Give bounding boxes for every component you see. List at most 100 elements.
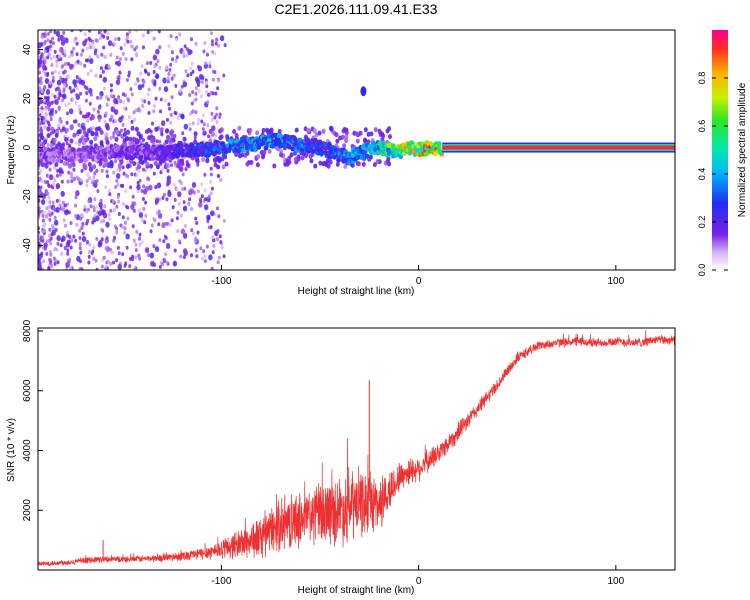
heatmap-noise-cell bbox=[90, 114, 95, 120]
heatmap-noise-cell bbox=[134, 126, 139, 132]
heatmap-noise-cell bbox=[72, 132, 77, 138]
heatmap-noise-cell bbox=[196, 230, 200, 235]
heatmap-ridge-cell bbox=[83, 158, 88, 163]
heatmap-noise-cell bbox=[46, 143, 50, 147]
heatmap-noise-cell bbox=[186, 73, 190, 78]
heatmap-noise-cell bbox=[89, 45, 93, 50]
heatmap-noise-cell bbox=[205, 158, 210, 164]
heatmap-noise-cell bbox=[140, 98, 144, 103]
heatmap-noise-cell bbox=[182, 50, 186, 55]
heatmap-noise-cell bbox=[209, 172, 213, 177]
heatmap-noise-cell bbox=[115, 178, 119, 183]
heatmap-noise-cell bbox=[70, 238, 74, 243]
heatmap-noise-cell bbox=[163, 234, 167, 239]
heatmap-noise-cell bbox=[373, 127, 378, 133]
heatmap-noise-cell bbox=[98, 201, 103, 208]
heatmap-noise-cell bbox=[134, 242, 138, 247]
heatmap-noise-cell bbox=[136, 184, 141, 191]
heatmap-noise-cell bbox=[182, 205, 188, 212]
heatmap-noise-cell bbox=[301, 151, 306, 157]
heatmap-x-label: Height of straight line (km) bbox=[298, 286, 415, 297]
heatmap-noise-cell bbox=[99, 90, 104, 97]
heatmap-noise-cell bbox=[129, 185, 133, 190]
heatmap-noise-cell bbox=[201, 127, 205, 132]
heatmap-noise-cell bbox=[121, 122, 125, 127]
heatmap-noise-cell bbox=[117, 251, 121, 256]
heatmap-noise-cell bbox=[142, 184, 146, 189]
heatmap-noise-cell bbox=[51, 200, 55, 205]
heatmap-noise-cell bbox=[175, 55, 179, 60]
heatmap-noise-cell bbox=[128, 30, 132, 34]
heatmap-noise-cell bbox=[116, 182, 120, 187]
heatmap-noise-cell bbox=[38, 261, 42, 266]
heatmap-noise-cell bbox=[193, 238, 197, 243]
heatmap-noise-cell bbox=[88, 176, 92, 181]
heatmap-noise-cell bbox=[126, 174, 130, 179]
heatmap-noise-cell bbox=[84, 38, 88, 43]
heatmap-noise-cell bbox=[65, 141, 69, 146]
heatmap-noise-cell bbox=[210, 266, 214, 270]
heatmap-noise-cell bbox=[50, 71, 54, 76]
heatmap-noise-cell bbox=[309, 158, 314, 164]
heatmap-noise-cell bbox=[45, 239, 49, 244]
heatmap-noise-cell bbox=[119, 99, 123, 104]
heatmap-noise-cell bbox=[58, 203, 62, 208]
heatmap-noise-cell bbox=[128, 115, 132, 120]
heatmap-noise-cell bbox=[131, 44, 135, 49]
heatmap-noise-cell bbox=[164, 139, 169, 145]
heatmap-noise-cell bbox=[155, 48, 160, 55]
heatmap-noise-cell bbox=[95, 236, 99, 241]
heatmap-noise-cell bbox=[86, 71, 90, 76]
heatmap-noise-cell bbox=[50, 100, 54, 105]
heatmap-noise-cell bbox=[79, 259, 82, 264]
heatmap-noise-cell bbox=[94, 258, 98, 263]
heatmap-noise-cell bbox=[157, 212, 163, 219]
heatmap-noise-cell bbox=[180, 228, 186, 235]
heatmap-noise-cell bbox=[51, 223, 54, 228]
heatmap-noise-cell bbox=[168, 106, 171, 111]
heatmap-noise-cell bbox=[99, 206, 103, 210]
heatmap-noise-cell bbox=[179, 181, 183, 185]
heatmap-noise-cell bbox=[116, 195, 120, 199]
heatmap-noise-cell bbox=[142, 45, 145, 50]
heatmap-noise-cell bbox=[95, 168, 99, 173]
heatmap-noise-cell bbox=[105, 236, 109, 241]
heatmap-noise-cell bbox=[134, 137, 139, 143]
heatmap-noise-cell bbox=[162, 257, 166, 262]
heatmap-noise-cell bbox=[167, 102, 171, 107]
heatmap-noise-cell bbox=[338, 135, 343, 141]
heatmap-noise-cell bbox=[60, 190, 65, 197]
heatmap-noise-cell bbox=[57, 70, 61, 75]
heatmap-noise-cell bbox=[92, 205, 96, 210]
heatmap-noise-cell bbox=[80, 168, 84, 173]
heatmap-noise-cell bbox=[88, 87, 93, 94]
heatmap-noise-cell bbox=[177, 202, 181, 206]
heatmap-noise-cell bbox=[49, 174, 54, 181]
heatmap-noise-cell bbox=[194, 41, 198, 46]
heatmap-noise-cell bbox=[46, 105, 50, 110]
heatmap-y-tick-label: -20 bbox=[22, 189, 33, 204]
snr-y-tick-label: 8000 bbox=[22, 319, 33, 342]
heatmap-noise-cell bbox=[277, 129, 282, 134]
colorbar-tick-label: 0.8 bbox=[697, 72, 707, 85]
heatmap-noise-cell bbox=[104, 95, 108, 99]
heatmap-noise-cell bbox=[170, 129, 175, 135]
heatmap-noise-cell bbox=[155, 139, 159, 144]
heatmap-noise-cell bbox=[130, 57, 134, 62]
heatmap-noise-cell bbox=[185, 162, 190, 168]
heatmap-y-tick-label: -40 bbox=[22, 238, 33, 253]
heatmap-noise-cell bbox=[245, 150, 250, 156]
heatmap-noise-cell bbox=[176, 229, 180, 234]
heatmap-noise-cell bbox=[114, 159, 118, 164]
heatmap-noise-cell bbox=[93, 171, 97, 176]
heatmap-noise-cell bbox=[143, 188, 148, 195]
heatmap-noise-cell bbox=[105, 221, 110, 228]
heatmap-noise-cell bbox=[66, 233, 70, 238]
heatmap-noise-cell bbox=[205, 84, 209, 89]
heatmap-noise-cell bbox=[142, 138, 145, 143]
heatmap-noise-cell bbox=[208, 254, 213, 261]
heatmap-noise-cell bbox=[180, 113, 185, 120]
heatmap-noise-cell bbox=[137, 253, 141, 258]
heatmap-noise-cell bbox=[40, 89, 44, 94]
heatmap-noise-cell bbox=[75, 93, 79, 98]
